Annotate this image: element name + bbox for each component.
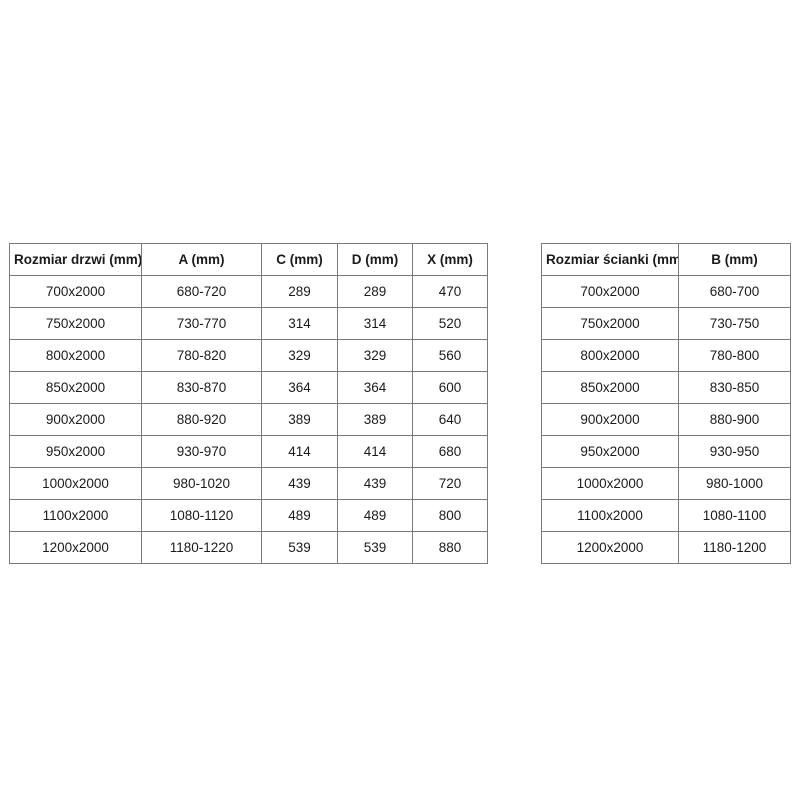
cell-size: 750x2000 bbox=[9, 307, 142, 340]
cell-c: 414 bbox=[261, 435, 338, 468]
cell-size: 850x2000 bbox=[9, 371, 142, 404]
cell-size: 1200x2000 bbox=[541, 531, 679, 564]
cell-size: 900x2000 bbox=[9, 403, 142, 436]
wall-size-table-container: Rozmiar ścianki (mm) B (mm) 700x2000 680… bbox=[541, 243, 791, 564]
cell-b: 980-1000 bbox=[678, 467, 791, 500]
cell-c: 364 bbox=[261, 371, 338, 404]
table-row: 850x2000 830-850 bbox=[541, 371, 791, 404]
table-row: 1200x2000 1180-1200 bbox=[541, 531, 791, 564]
cell-x: 470 bbox=[412, 275, 488, 308]
cell-size: 1100x2000 bbox=[541, 499, 679, 532]
cell-size: 750x2000 bbox=[541, 307, 679, 340]
cell-size: 800x2000 bbox=[541, 339, 679, 372]
table-row: 950x2000 930-970 414 414 680 bbox=[9, 435, 488, 468]
cell-c: 329 bbox=[261, 339, 338, 372]
cell-size: 700x2000 bbox=[541, 275, 679, 308]
cell-d: 439 bbox=[337, 467, 413, 500]
cell-x: 520 bbox=[412, 307, 488, 340]
table-row: 1200x2000 1180-1220 539 539 880 bbox=[9, 531, 488, 564]
cell-size: 1000x2000 bbox=[541, 467, 679, 500]
table-row: 1000x2000 980-1020 439 439 720 bbox=[9, 467, 488, 500]
cell-c: 489 bbox=[261, 499, 338, 532]
cell-size: 950x2000 bbox=[9, 435, 142, 468]
cell-x: 600 bbox=[412, 371, 488, 404]
cell-size: 700x2000 bbox=[9, 275, 142, 308]
cell-d: 389 bbox=[337, 403, 413, 436]
cell-x: 720 bbox=[412, 467, 488, 500]
table-row: 850x2000 830-870 364 364 600 bbox=[9, 371, 488, 404]
cell-b: 1080-1100 bbox=[678, 499, 791, 532]
cell-c: 439 bbox=[261, 467, 338, 500]
cell-size: 850x2000 bbox=[541, 371, 679, 404]
cell-b: 680-700 bbox=[678, 275, 791, 308]
cell-size: 1000x2000 bbox=[9, 467, 142, 500]
cell-a: 980-1020 bbox=[141, 467, 262, 500]
cell-b: 780-800 bbox=[678, 339, 791, 372]
table-row: 900x2000 880-900 bbox=[541, 403, 791, 436]
doors-size-table: Rozmiar drzwi (mm) A (mm) C (mm) D (mm) … bbox=[9, 243, 488, 564]
table-row: 750x2000 730-750 bbox=[541, 307, 791, 340]
cell-a: 830-870 bbox=[141, 371, 262, 404]
table-row: 950x2000 930-950 bbox=[541, 435, 791, 468]
doors-size-table-head: Rozmiar drzwi (mm) A (mm) C (mm) D (mm) … bbox=[9, 243, 488, 276]
table-row: 700x2000 680-700 bbox=[541, 275, 791, 308]
cell-x: 800 bbox=[412, 499, 488, 532]
table-row: 750x2000 730-770 314 314 520 bbox=[9, 307, 488, 340]
cell-a: 930-970 bbox=[141, 435, 262, 468]
column-header-x: X (mm) bbox=[412, 243, 488, 276]
cell-a: 1080-1120 bbox=[141, 499, 262, 532]
column-header-a: A (mm) bbox=[141, 243, 262, 276]
cell-a: 680-720 bbox=[141, 275, 262, 308]
cell-size: 1100x2000 bbox=[9, 499, 142, 532]
table-row: 1100x2000 1080-1120 489 489 800 bbox=[9, 499, 488, 532]
cell-size: 1200x2000 bbox=[9, 531, 142, 564]
cell-b: 930-950 bbox=[678, 435, 791, 468]
cell-b: 880-900 bbox=[678, 403, 791, 436]
cell-d: 539 bbox=[337, 531, 413, 564]
cell-c: 389 bbox=[261, 403, 338, 436]
table-row: 700x2000 680-720 289 289 470 bbox=[9, 275, 488, 308]
table-header-row: Rozmiar ścianki (mm) B (mm) bbox=[541, 243, 791, 276]
table-header-row: Rozmiar drzwi (mm) A (mm) C (mm) D (mm) … bbox=[9, 243, 488, 276]
cell-a: 780-820 bbox=[141, 339, 262, 372]
cell-b: 830-850 bbox=[678, 371, 791, 404]
table-row: 1100x2000 1080-1100 bbox=[541, 499, 791, 532]
wall-size-table-body: 700x2000 680-700 750x2000 730-750 800x20… bbox=[541, 275, 791, 564]
cell-d: 329 bbox=[337, 339, 413, 372]
table-row: 800x2000 780-820 329 329 560 bbox=[9, 339, 488, 372]
doors-size-table-container: Rozmiar drzwi (mm) A (mm) C (mm) D (mm) … bbox=[9, 243, 488, 564]
doors-size-table-body: 700x2000 680-720 289 289 470 750x2000 73… bbox=[9, 275, 488, 564]
wall-size-table-head: Rozmiar ścianki (mm) B (mm) bbox=[541, 243, 791, 276]
cell-d: 289 bbox=[337, 275, 413, 308]
wall-size-table: Rozmiar ścianki (mm) B (mm) 700x2000 680… bbox=[541, 243, 791, 564]
table-row: 900x2000 880-920 389 389 640 bbox=[9, 403, 488, 436]
cell-a: 730-770 bbox=[141, 307, 262, 340]
column-header-b: B (mm) bbox=[678, 243, 791, 276]
cell-size: 950x2000 bbox=[541, 435, 679, 468]
column-header-rozmiar-drzwi: Rozmiar drzwi (mm) bbox=[9, 243, 142, 276]
cell-d: 414 bbox=[337, 435, 413, 468]
cell-x: 880 bbox=[412, 531, 488, 564]
column-header-rozmiar-scianki: Rozmiar ścianki (mm) bbox=[541, 243, 679, 276]
column-header-c: C (mm) bbox=[261, 243, 338, 276]
cell-x: 640 bbox=[412, 403, 488, 436]
cell-b: 730-750 bbox=[678, 307, 791, 340]
column-header-d: D (mm) bbox=[337, 243, 413, 276]
cell-b: 1180-1200 bbox=[678, 531, 791, 564]
cell-size: 900x2000 bbox=[541, 403, 679, 436]
table-row: 800x2000 780-800 bbox=[541, 339, 791, 372]
cell-c: 289 bbox=[261, 275, 338, 308]
cell-a: 880-920 bbox=[141, 403, 262, 436]
table-row: 1000x2000 980-1000 bbox=[541, 467, 791, 500]
cell-d: 364 bbox=[337, 371, 413, 404]
cell-x: 680 bbox=[412, 435, 488, 468]
cell-a: 1180-1220 bbox=[141, 531, 262, 564]
cell-c: 539 bbox=[261, 531, 338, 564]
cell-x: 560 bbox=[412, 339, 488, 372]
cell-size: 800x2000 bbox=[9, 339, 142, 372]
cell-c: 314 bbox=[261, 307, 338, 340]
cell-d: 314 bbox=[337, 307, 413, 340]
cell-d: 489 bbox=[337, 499, 413, 532]
